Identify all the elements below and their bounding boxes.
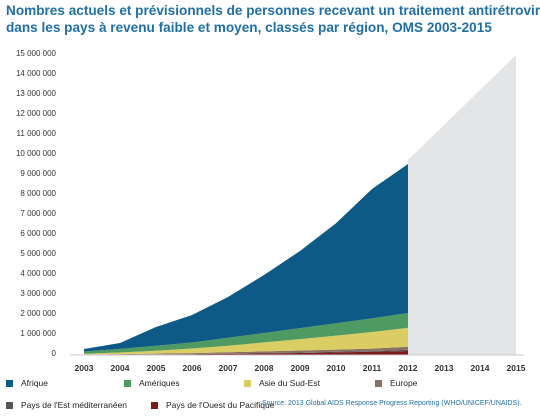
legend-swatch-est-mediterraneen: [6, 401, 13, 409]
legend-label-afrique: Afrique: [21, 378, 48, 388]
x-tick-label: 2005: [147, 363, 166, 372]
legend-item-afrique: Afrique: [6, 378, 48, 388]
x-tick-label: 2003: [75, 363, 94, 372]
x-tick-label: 2010: [327, 363, 346, 372]
area-series-ameriques: [84, 313, 408, 354]
chart-title-line-2: dans les pays à revenu faible et moyen, …: [6, 20, 492, 35]
legend-item-est-mediterraneen: Pays de l'Est méditerranéen: [6, 400, 127, 410]
legend-item-ouest-pacifique: Pays de l'Ouest du Pacifique: [151, 400, 274, 410]
y-tick-label: 0: [52, 349, 57, 358]
area-series-europe: [84, 346, 408, 355]
x-tick-label: 2008: [255, 363, 274, 372]
legend-swatch-asie-sud-est: [244, 379, 251, 387]
y-tick-label: 12 000 000: [16, 109, 57, 118]
x-tick-label: 2004: [111, 363, 130, 372]
y-tick-label: 10 000 000: [16, 149, 57, 158]
y-tick-label: 3 000 000: [20, 289, 56, 298]
y-tick-label: 13 000 000: [16, 89, 57, 98]
legend-label-est-mediterraneen: Pays de l'Est méditerranéen: [21, 400, 128, 410]
x-tick-label: 2013: [435, 363, 454, 372]
legend-item-ameriques: Amériques: [124, 378, 180, 388]
legend-swatch-ouest-pacifique: [151, 401, 158, 409]
y-tick-label: 1 000 000: [20, 329, 56, 338]
y-tick-label: 9 000 000: [20, 169, 56, 178]
area-series-afrique: [84, 164, 408, 352]
x-tick-label: 2007: [219, 363, 238, 372]
chart-title-line-1: Nombres actuels et prévisionnels de pers…: [6, 3, 540, 18]
area-chart: 0 1 000 000 2 000 000 3 000 000 4 000 000 5 0…: [16, 49, 526, 372]
chart-legend: Afrique Amériques Asie du Sud-Est Europe…: [0, 370, 540, 416]
y-tick-label: 15 000 000: [16, 49, 57, 58]
legend-item-europe: Europe: [375, 378, 417, 388]
x-tick-label: 2014: [471, 363, 490, 372]
projection-area: [408, 55, 516, 355]
y-tick-label: 14 000 000: [16, 69, 57, 78]
y-tick-label: 4 000 000: [20, 269, 56, 278]
y-tick-label: 8 000 000: [20, 189, 56, 198]
y-tick-label: 7 000 000: [20, 209, 56, 218]
area-series-pays-de-l-ouest-du-pacifique: [84, 351, 408, 355]
legend-swatch-europe: [375, 379, 382, 387]
y-tick-label: 11 000 000: [17, 129, 57, 138]
y-tick-label: 5 000 000: [20, 249, 56, 258]
legend-swatch-ameriques: [124, 379, 131, 387]
x-tick-label: 2015: [507, 363, 526, 372]
chart-title: Nombres actuels et prévisionnels de pers…: [6, 2, 540, 36]
legend-item-asie-sud-est: Asie du Sud-Est: [244, 378, 320, 388]
x-tick-label: 2011: [363, 363, 382, 372]
x-tick-label: 2006: [183, 363, 202, 372]
legend-swatch-afrique: [6, 379, 13, 387]
y-tick-label: 2 000 000: [20, 309, 56, 318]
y-tick-label: 6 000 000: [20, 229, 56, 238]
x-tick-label: 2009: [291, 363, 310, 372]
x-tick-label: 2012: [399, 363, 418, 372]
legend-label-ouest-pacifique: Pays de l'Ouest du Pacifique: [166, 400, 275, 410]
source-note: Source: 2013 Global AIDS Response Progre…: [262, 400, 522, 407]
area-series-asie-du-sud-est: [84, 327, 408, 355]
legend-label-ameriques: Amériques: [139, 378, 180, 388]
legend-label-europe: Europe: [390, 378, 418, 388]
legend-label-asie-sud-est: Asie du Sud-Est: [259, 378, 320, 388]
